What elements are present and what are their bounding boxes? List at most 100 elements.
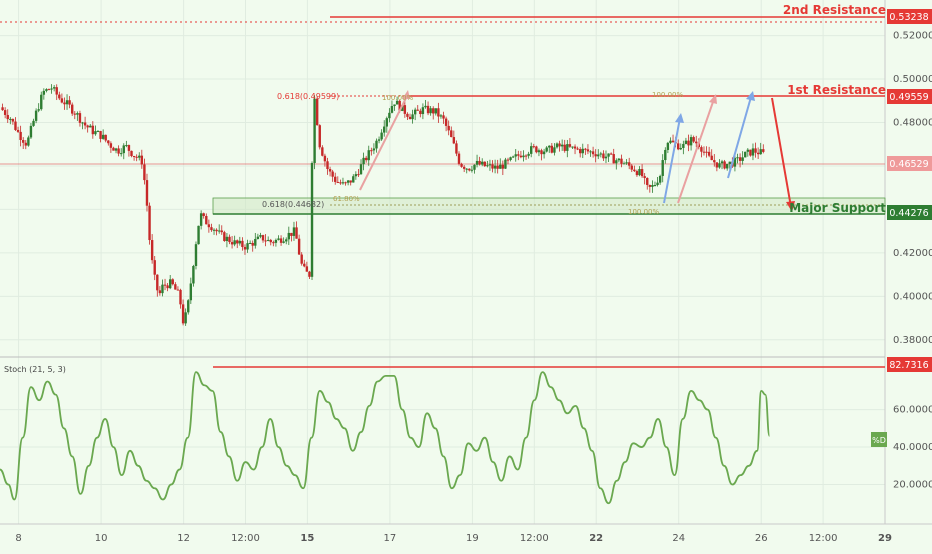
candle-body bbox=[37, 109, 40, 111]
candle-body bbox=[274, 239, 278, 243]
time-tick-label: 24 bbox=[672, 533, 685, 544]
candle-body bbox=[723, 161, 726, 169]
candle-body bbox=[171, 279, 174, 285]
candle-body bbox=[207, 224, 211, 228]
candle-body bbox=[581, 148, 584, 154]
candle-body bbox=[161, 284, 164, 294]
candle-body bbox=[143, 164, 146, 181]
stoch-axis[interactable]: 20.0000 40.0000 60.0000 bbox=[893, 405, 932, 491]
candle-body bbox=[145, 180, 149, 206]
candle-body bbox=[42, 90, 46, 95]
candle-body bbox=[168, 279, 172, 289]
candle-body bbox=[627, 162, 631, 166]
candle-body bbox=[591, 151, 595, 155]
badge-major-support-text: 0.44276 bbox=[889, 208, 928, 219]
candle-body bbox=[367, 150, 370, 161]
candle-body bbox=[682, 143, 685, 148]
candle-body bbox=[733, 157, 737, 167]
candle-body bbox=[486, 165, 489, 167]
candle-body bbox=[736, 157, 739, 159]
candle-body bbox=[506, 159, 510, 161]
candle-body bbox=[223, 232, 226, 241]
price-tick-label: 0.52000 bbox=[893, 31, 932, 42]
candle-body bbox=[132, 156, 136, 158]
candle-body bbox=[586, 149, 590, 152]
candle-body bbox=[450, 130, 453, 138]
candle-body bbox=[457, 153, 461, 164]
candle-body bbox=[266, 239, 270, 241]
resistance-fib-label: 0.618(0.49599) bbox=[277, 92, 339, 101]
candle-body bbox=[517, 154, 520, 156]
candle-body bbox=[71, 104, 74, 114]
time-tick-label: 8 bbox=[15, 533, 21, 544]
candle-body bbox=[481, 161, 484, 165]
candle-body bbox=[163, 284, 167, 286]
candle-body bbox=[638, 169, 641, 176]
candle-body bbox=[560, 144, 564, 147]
candle-body bbox=[205, 215, 208, 225]
candle-body bbox=[194, 244, 198, 266]
candle-body bbox=[68, 100, 71, 105]
candle-body bbox=[259, 235, 262, 237]
candle-body bbox=[34, 110, 38, 121]
candle-body bbox=[292, 227, 296, 236]
ret-61-label: 61.80% bbox=[333, 195, 360, 203]
candle-body bbox=[256, 236, 260, 239]
candle-body bbox=[78, 113, 82, 123]
candle-body bbox=[419, 110, 422, 115]
candle-body bbox=[212, 229, 216, 231]
candle-body bbox=[187, 300, 190, 313]
candle-body bbox=[344, 182, 347, 184]
candle-body bbox=[563, 144, 566, 151]
candle-body bbox=[109, 143, 113, 148]
badge-first-resistance-text: 0.49559 bbox=[889, 92, 928, 103]
candle-body bbox=[754, 148, 757, 153]
projection-arrows bbox=[359, 90, 795, 212]
candle-body bbox=[96, 131, 100, 133]
stoch-tick-label: 40.0000 bbox=[893, 442, 932, 453]
candle-body bbox=[661, 160, 664, 176]
stoch-title: Stoch (21, 5, 3) bbox=[4, 365, 66, 374]
candle-body bbox=[746, 149, 750, 152]
candle-body bbox=[9, 118, 12, 120]
candle-body bbox=[413, 109, 417, 115]
candle-body bbox=[19, 131, 22, 140]
candle-body bbox=[101, 134, 105, 139]
time-tick-label: 17 bbox=[384, 533, 397, 544]
stoch-d-line[interactable] bbox=[0, 371, 771, 505]
candle-body bbox=[622, 163, 626, 165]
candle-body bbox=[416, 109, 419, 111]
candle-body bbox=[251, 242, 254, 246]
candle-body bbox=[473, 164, 476, 170]
candle-body bbox=[243, 246, 247, 250]
candle-body bbox=[468, 168, 471, 171]
candle-body bbox=[604, 156, 608, 159]
price-badges: 0.53238 0.49559 0.46529 0.44276 bbox=[887, 9, 932, 220]
candle-body bbox=[336, 181, 340, 183]
time-tick-label: 22 bbox=[589, 533, 603, 544]
candle-body bbox=[228, 236, 231, 243]
candle-body bbox=[339, 182, 342, 184]
candle-body bbox=[287, 232, 291, 240]
candle-body bbox=[99, 131, 102, 139]
candle-body bbox=[238, 240, 242, 244]
candle-body bbox=[341, 182, 345, 184]
badge-second-resistance-text: 0.53238 bbox=[889, 12, 928, 23]
candle-body bbox=[83, 122, 87, 126]
candle-body bbox=[179, 289, 182, 305]
arrow-pink-2-head bbox=[709, 94, 717, 104]
candle-body bbox=[491, 164, 494, 169]
candle-body bbox=[720, 161, 724, 164]
candle-body bbox=[447, 125, 450, 131]
candle-body bbox=[617, 158, 621, 161]
candle-body bbox=[741, 157, 744, 161]
time-axis[interactable]: 8 10 12 12:00 15 17 19 12:00 22 24 26 12:00 29 bbox=[15, 533, 892, 544]
candle-body bbox=[429, 108, 432, 114]
candle-body bbox=[432, 108, 435, 114]
candle-body bbox=[331, 171, 334, 177]
candle-body bbox=[493, 165, 497, 169]
candle-body bbox=[246, 243, 249, 250]
candle-body bbox=[73, 113, 76, 115]
